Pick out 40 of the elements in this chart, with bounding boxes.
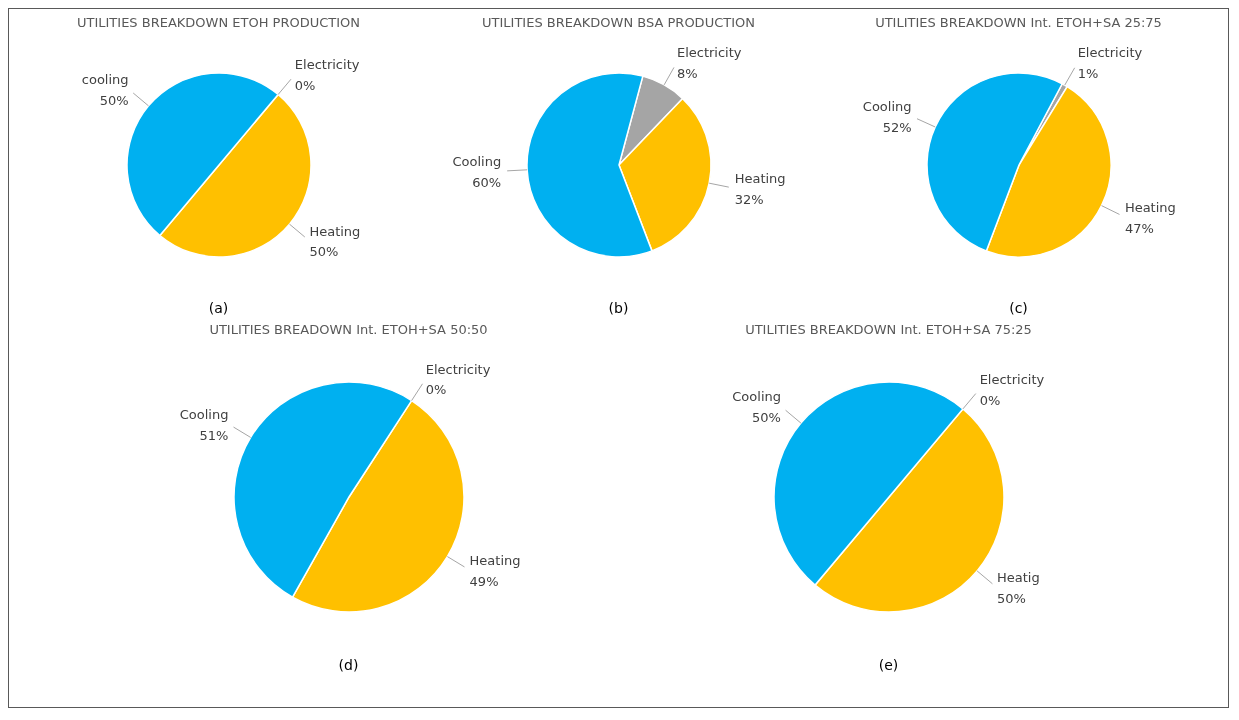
slice-label: Cooling [862, 99, 912, 115]
data-label: 32% [734, 191, 764, 207]
text: 0% [979, 392, 1000, 408]
slice-label: Cooling [179, 406, 228, 422]
slice-label: Heating [308, 223, 360, 239]
text: (a) [208, 300, 229, 316]
slice-label: Electricity [676, 45, 742, 60]
chart-title: UTILITIES BREADOWN Int. ETOH+SA 50:50 [209, 322, 488, 337]
data-label: 8% [676, 65, 698, 81]
slice-label: cooling [81, 71, 129, 87]
data-label: 50% [751, 409, 781, 425]
data-label: 50% [996, 591, 1026, 607]
slice-label: Cooling [451, 153, 501, 169]
slice-label: Electricity [1077, 45, 1143, 61]
slice-label: Heating [734, 171, 786, 187]
chart-title: UTILITIES BREAKDOWN BSA PRODUCTION [482, 15, 755, 30]
slice-label: Heating [1124, 199, 1176, 215]
chart-title: UTILITIES BREAKDOWN Int. ETOH+SA 75:25 [745, 322, 1032, 337]
category-label: Electricity [425, 361, 490, 377]
slice-label: Heating [469, 552, 521, 568]
text: 0% [294, 78, 315, 94]
category-label: Electricity [979, 371, 1044, 387]
chart-title: UTILITIES BREAKDOWN ETOH PRODUCTION [76, 15, 360, 30]
slice-label: Heatig [996, 570, 1040, 586]
text: (e) [878, 657, 899, 673]
data-label: 51% [198, 427, 228, 443]
chart-title: UTILITIES BREAKDOWN Int. ETOH+SA 25:75 [875, 15, 1162, 30]
data-label: 60% [471, 174, 501, 190]
data-label: 50% [308, 244, 338, 260]
data-label: 1% [1077, 66, 1098, 82]
category-label: Electricity [294, 57, 359, 73]
data-label: 50% [99, 92, 129, 108]
data-label: 47% [1124, 220, 1154, 236]
text: (c) [1009, 300, 1028, 316]
data-label: 52% [882, 119, 912, 135]
text: (b) [608, 300, 629, 316]
text: 0% [425, 382, 446, 398]
data-label: 49% [469, 573, 499, 589]
text: (d) [338, 657, 359, 673]
slice-label: Cooling [731, 389, 781, 405]
